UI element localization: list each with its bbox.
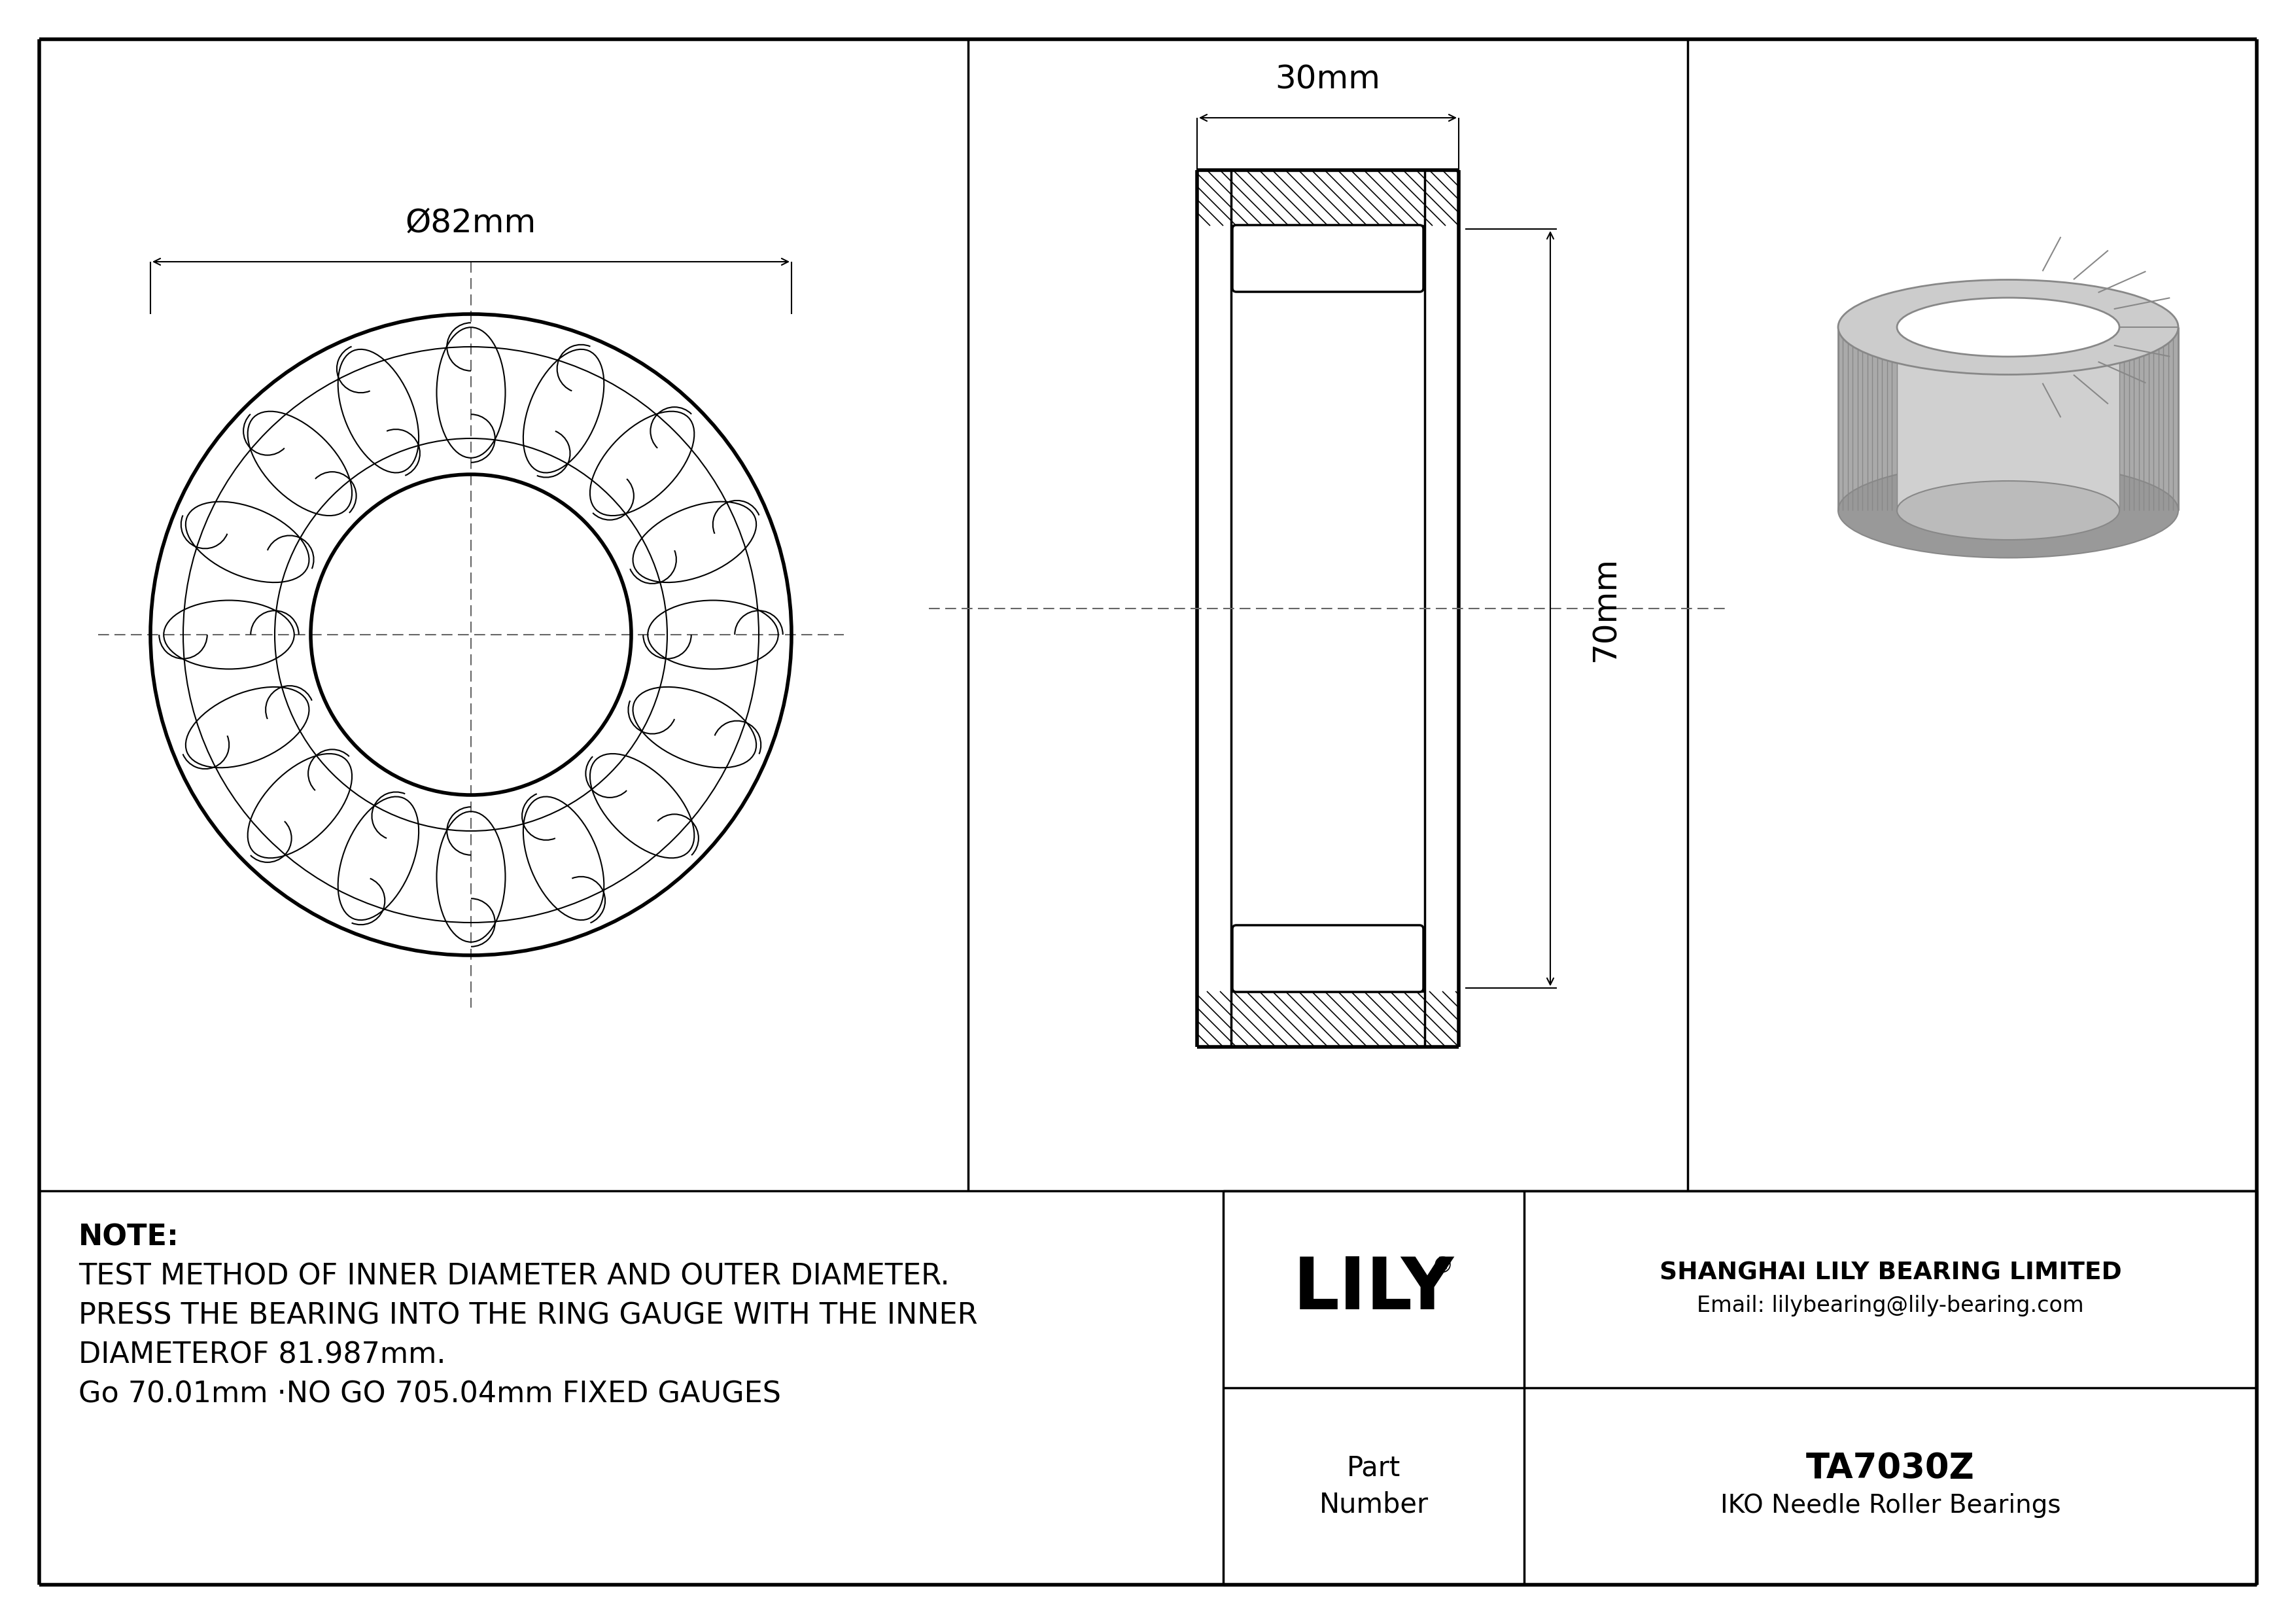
Text: LILY: LILY xyxy=(1293,1254,1453,1324)
Text: TA7030Z: TA7030Z xyxy=(1807,1450,1975,1484)
Bar xyxy=(1839,326,1896,510)
FancyBboxPatch shape xyxy=(1233,226,1424,292)
Ellipse shape xyxy=(1896,297,2119,357)
Text: SHANGHAI LILY BEARING LIMITED: SHANGHAI LILY BEARING LIMITED xyxy=(1660,1262,2122,1285)
Text: TEST METHOD OF INNER DIAMETER AND OUTER DIAMETER.: TEST METHOD OF INNER DIAMETER AND OUTER … xyxy=(78,1263,951,1291)
Text: 70mm: 70mm xyxy=(1589,555,1621,661)
Text: DIAMETEROF 81.987mm.: DIAMETEROF 81.987mm. xyxy=(78,1341,445,1369)
Text: Go 70.01mm ·NO GO 705.04mm FIXED GAUGES: Go 70.01mm ·NO GO 705.04mm FIXED GAUGES xyxy=(78,1380,781,1408)
Text: NOTE:: NOTE: xyxy=(78,1223,179,1252)
Text: IKO Needle Roller Bearings: IKO Needle Roller Bearings xyxy=(1720,1494,2062,1518)
Text: PRESS THE BEARING INTO THE RING GAUGE WITH THE INNER: PRESS THE BEARING INTO THE RING GAUGE WI… xyxy=(78,1302,978,1330)
Ellipse shape xyxy=(1839,279,2179,375)
Text: Email: lilybearing@lily-bearing.com: Email: lilybearing@lily-bearing.com xyxy=(1697,1294,2085,1317)
Text: Part
Number: Part Number xyxy=(1318,1455,1428,1518)
Bar xyxy=(2119,326,2179,510)
Text: 30mm: 30mm xyxy=(1274,63,1380,94)
Ellipse shape xyxy=(1896,481,2119,539)
Text: Ø82mm: Ø82mm xyxy=(406,208,537,239)
FancyBboxPatch shape xyxy=(1233,926,1424,992)
Ellipse shape xyxy=(1839,463,2179,557)
Bar xyxy=(1896,326,2119,510)
Text: ®: ® xyxy=(1430,1255,1453,1276)
